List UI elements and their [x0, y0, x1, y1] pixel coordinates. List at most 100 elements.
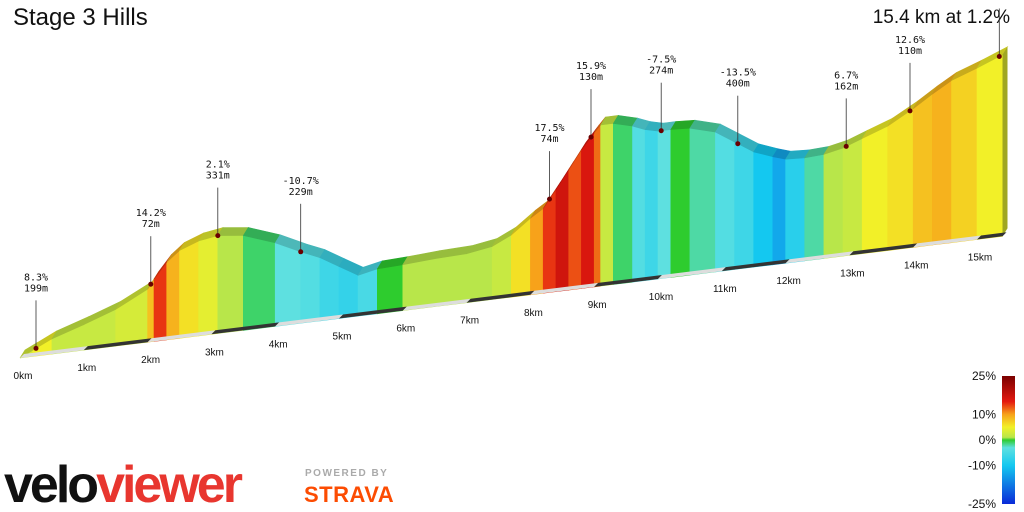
climb-length-label: 400m: [726, 79, 750, 90]
strava-logo: STRAVA: [304, 482, 394, 507]
distance-tick-label: 13km: [840, 268, 864, 279]
gradient-segment: [842, 138, 863, 257]
climb-length-label: 74m: [540, 134, 558, 145]
climb-length-label: 199m: [24, 283, 48, 294]
distance-tick-label: 5km: [333, 332, 352, 343]
distance-ticks: 0km 1km 2km 3km 4km 5km 6km 7km 8km 9km 10km 11km 12…: [14, 253, 993, 383]
gradient-segment: [644, 129, 659, 281]
gradient-segment: [555, 168, 570, 292]
gradient-segment: [931, 79, 952, 246]
gradient-segment: [581, 132, 595, 289]
distance-tick-label: 6km: [396, 324, 415, 335]
gradient-segment: [434, 253, 467, 307]
gradient-segment: [976, 54, 1003, 240]
gradient-segment: [785, 157, 806, 264]
climb-marker: [33, 345, 39, 351]
gradient-segment: [319, 257, 340, 322]
legend-tick-label: 25%: [972, 369, 996, 383]
baseline-km-segment: [849, 243, 918, 256]
climb-grade-label: -13.5%: [720, 68, 756, 79]
baseline-km-segment: [977, 232, 1007, 240]
climb-length-label: 162m: [834, 81, 858, 92]
gradient-segment: [772, 156, 786, 266]
gradient-segment: [376, 264, 404, 315]
climb-grade-label: -10.7%: [283, 176, 319, 187]
climb-marker: [735, 141, 741, 147]
baseline-km-segment: [913, 235, 981, 248]
gradient-segment: [153, 261, 167, 342]
climb-grade-label: 2.1%: [206, 160, 230, 171]
veloviewer-wordmark: veloviewer: [4, 456, 243, 512]
baseline-km-segment: [402, 298, 471, 311]
gradient-segment: [715, 131, 735, 273]
climb-marker: [588, 134, 594, 140]
distance-tick-label: 8km: [524, 308, 543, 319]
gradient-segment: [612, 123, 633, 285]
gradient-segment: [243, 235, 276, 331]
gradient-segment: [600, 123, 614, 287]
gradient-segment: [753, 151, 774, 268]
baseline-km-segment: [530, 282, 599, 295]
climb-marker: [298, 249, 304, 255]
climb-length-label: 130m: [579, 72, 603, 83]
gradient-segment: [530, 207, 544, 296]
distance-tick-label: 0km: [14, 371, 33, 382]
legend-tick-label: -25%: [968, 497, 996, 510]
climb-grade-label: 17.5%: [534, 123, 564, 134]
climb-marker: [843, 143, 849, 149]
distance-tick-label: 15km: [968, 253, 992, 264]
gradient-segment: [912, 93, 933, 248]
baseline-km-segment: [147, 330, 216, 343]
climb-length-label: 298m: [987, 0, 1011, 3]
gradient-segment: [861, 125, 889, 255]
distance-tick-label: 2km: [141, 355, 160, 366]
gradient-segment: [689, 127, 716, 276]
distance-baseline: [20, 232, 1007, 358]
climb-length-label: 110m: [898, 46, 922, 57]
distance-tick-label: 11km: [713, 284, 737, 295]
gradient-segment: [632, 125, 646, 283]
legend-tick-label: -10%: [968, 459, 996, 473]
climb-length-label: 229m: [289, 187, 313, 198]
profile-end-cap: [1002, 46, 1008, 237]
climb-marker: [148, 281, 154, 287]
gradient-segment: [734, 141, 755, 270]
baseline-km-segment: [785, 251, 854, 264]
profile-top-edges: [19, 46, 1009, 359]
gradient-segment: [357, 268, 378, 317]
distance-tick-label: 9km: [588, 300, 607, 311]
veloviewer-logo: veloviewer POWERED BY STRAVA: [4, 456, 394, 512]
gradient-legend: 25% 10% 0% -10% -25%: [968, 369, 1015, 510]
powered-by-label: POWERED BY: [305, 468, 388, 479]
gradient-segment: [300, 251, 321, 324]
climb-length-label: 72m: [142, 219, 160, 230]
climb-marker: [547, 196, 552, 202]
distance-tick-label: 14km: [904, 260, 928, 271]
gradient-segment: [568, 148, 582, 291]
gradient-segment: [147, 278, 155, 343]
climb-grade-label: 12.6%: [895, 35, 925, 46]
climb-marker: [215, 233, 221, 239]
legend-tick-label: 10%: [972, 407, 996, 421]
gradient-legend-bar: [1002, 376, 1015, 504]
gradient-segment: [593, 124, 601, 288]
distance-tick-label: 12km: [776, 276, 800, 287]
gradient-segment: [823, 147, 844, 259]
climb-grade-label: -7.5%: [646, 55, 676, 66]
distance-tick-label: 10km: [649, 292, 673, 303]
baseline-km-segment: [83, 338, 152, 351]
chart-title: Stage 3 Hills: [13, 4, 148, 31]
climb-marker: [996, 54, 1002, 59]
gradient-segment: [670, 127, 691, 278]
baseline-km-segment: [20, 346, 88, 358]
climb-grade-label: 6.7%: [834, 70, 858, 81]
baseline-km-segment: [339, 306, 407, 319]
gradient-segment: [274, 242, 302, 327]
baseline-km-segment: [594, 275, 662, 287]
route-summary: 15.4 km at 1.2%: [872, 7, 1010, 28]
climb-grade-label: 8.3%: [24, 272, 48, 283]
baseline-km-segment: [466, 290, 535, 303]
gradient-segment: [402, 258, 436, 311]
gradient-segment: [217, 235, 244, 334]
